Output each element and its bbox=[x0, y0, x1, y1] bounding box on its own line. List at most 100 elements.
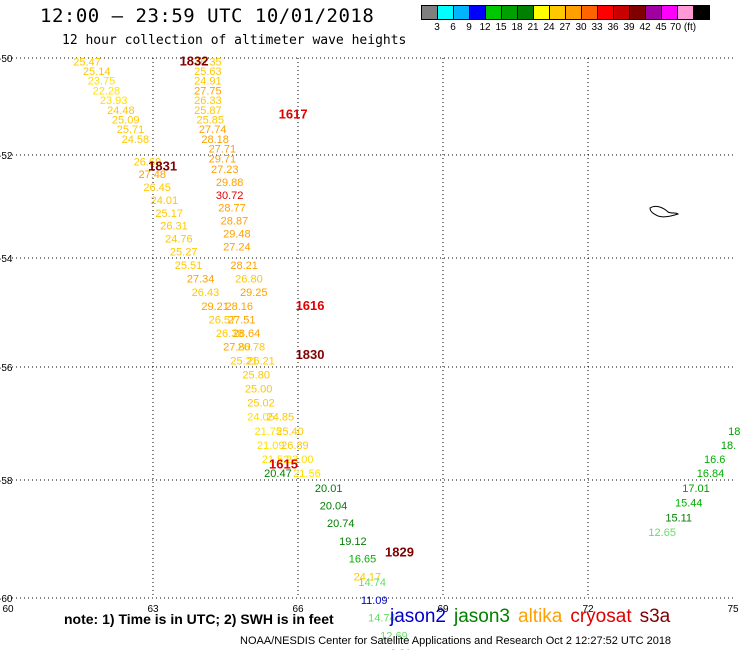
swh-value: 30.72 bbox=[216, 190, 244, 202]
map-subtitle: 12 hour collection of altimeter wave hei… bbox=[62, 33, 407, 48]
swh-value: 27.80 bbox=[223, 342, 251, 354]
colorbar-label: 36 bbox=[607, 22, 619, 33]
track-number: 1615 bbox=[269, 457, 298, 472]
swh-value: 27.71 bbox=[209, 144, 237, 156]
swh-value: 24.05 bbox=[247, 412, 275, 424]
x-tick-label: 75 bbox=[727, 604, 739, 615]
observation-labels: 25.4725.1423.7522.2823.9324.4825.0925.71… bbox=[73, 56, 740, 650]
swh-value: 14.74 bbox=[368, 613, 396, 625]
swh-value: 6.21 bbox=[390, 648, 411, 650]
swh-value: 26.21 bbox=[247, 355, 275, 367]
swh-value: 15.44 bbox=[675, 498, 703, 510]
colorbar-label: 24 bbox=[543, 22, 555, 33]
swh-value: 28.21 bbox=[230, 260, 258, 272]
swh-value: 24.48 bbox=[107, 105, 135, 117]
y-tick-label: -60 bbox=[0, 594, 13, 605]
swh-value: 12.65 bbox=[648, 527, 676, 539]
swh-value: 17.01 bbox=[682, 483, 710, 495]
swh-value: 25.51 bbox=[175, 260, 203, 272]
track-number: 1832 bbox=[180, 53, 209, 68]
swh-value: 27.34 bbox=[187, 274, 215, 286]
swh-value: 28.64 bbox=[233, 328, 261, 340]
legend-s3a: s3a bbox=[639, 606, 671, 627]
colorbar-label: 27 bbox=[559, 22, 571, 33]
track-number: 1831 bbox=[148, 158, 177, 173]
swh-value: 22.28 bbox=[93, 85, 121, 97]
swh-value: 29.48 bbox=[223, 228, 251, 240]
swh-value: 29.21 bbox=[201, 301, 229, 313]
swh-value: 25.14 bbox=[83, 66, 111, 78]
swh-value: 12.69 bbox=[380, 630, 408, 642]
colorbar-label: 42 bbox=[639, 22, 651, 33]
swh-value: 24.76 bbox=[165, 234, 193, 246]
map-grid bbox=[8, 57, 733, 599]
swh-value: 23.93 bbox=[100, 95, 128, 107]
swh-value: 25.85 bbox=[197, 114, 225, 126]
legend-jason2: jason2 bbox=[390, 606, 446, 627]
swh-value: 20.01 bbox=[315, 483, 343, 495]
colorbar bbox=[421, 5, 710, 20]
swh-value: 14.74 bbox=[358, 577, 386, 589]
swh-value: 15.11 bbox=[665, 512, 692, 524]
x-tick-label: 60 bbox=[2, 604, 14, 615]
swh-value: 29.25 bbox=[240, 287, 268, 299]
swh-value: 25.47 bbox=[73, 56, 101, 68]
swh-value: 27.24 bbox=[223, 241, 251, 253]
swh-value: 26.89 bbox=[281, 440, 309, 452]
swh-value: 28.16 bbox=[226, 301, 254, 313]
swh-value: 25.87 bbox=[194, 105, 222, 117]
legend-jason3: jason3 bbox=[454, 606, 510, 627]
colorbar-label: 6 bbox=[450, 22, 456, 33]
swh-value: 20.04 bbox=[320, 501, 348, 513]
satellite-legend: jason2 jason3 altika cryosat s3a bbox=[390, 606, 678, 628]
track-number: 1829 bbox=[385, 545, 414, 560]
colorbar-label: 21 bbox=[527, 22, 539, 33]
swh-value: 25.27 bbox=[170, 246, 198, 258]
swh-value: 11.09 bbox=[361, 595, 388, 607]
note-text: note: 1) Time is in UTC; 2) SWH is in fe… bbox=[64, 611, 334, 627]
track-number: 1616 bbox=[296, 298, 325, 313]
colorbar-label: 9 bbox=[466, 22, 472, 33]
swh-value: 23.00 bbox=[286, 454, 314, 466]
swh-value: 20.47 bbox=[264, 468, 292, 480]
colorbar-label: 39 bbox=[623, 22, 635, 33]
swh-value: 25.63 bbox=[194, 66, 222, 78]
swh-value: 21.75 bbox=[255, 426, 283, 438]
swh-value: 24.58 bbox=[122, 134, 150, 146]
swh-value: 18 bbox=[728, 426, 740, 438]
track-labels: 1832 1617 1831 1616 1830 1615 1829 bbox=[148, 53, 414, 559]
colorbar-label: 33 bbox=[591, 22, 603, 33]
swh-value: 24.91 bbox=[194, 76, 222, 88]
y-tick-label: -50 bbox=[0, 54, 13, 65]
swh-value: 27.51 bbox=[228, 314, 256, 326]
swh-value: 26.38 bbox=[216, 328, 244, 340]
colorbar-label: 45 bbox=[655, 22, 667, 33]
swh-value: 26.69 bbox=[134, 156, 162, 168]
map-title: 12:00 – 23:59 UTC 10/01/2018 bbox=[40, 5, 375, 27]
colorbar-label: 18 bbox=[511, 22, 523, 33]
swh-value: 25.71 bbox=[117, 124, 145, 136]
island-coastline bbox=[649, 205, 679, 218]
track-number: 1830 bbox=[296, 347, 325, 362]
colorbar-label: 30 bbox=[575, 22, 587, 33]
swh-value: 28.77 bbox=[218, 203, 246, 215]
legend-altika: altika bbox=[518, 606, 563, 627]
swh-value: 28.18 bbox=[201, 134, 229, 146]
swh-value: 19.12 bbox=[339, 536, 367, 548]
swh-value: 27.74 bbox=[199, 124, 227, 136]
swh-value: 26.33 bbox=[194, 95, 222, 107]
axis-ticks: 60 63 66 69 72 75 -50 -52 -54 -56 -58 -60 bbox=[0, 54, 739, 615]
swh-value: 18. bbox=[721, 440, 736, 452]
swh-value: 21.09 bbox=[257, 440, 285, 452]
x-tick-label: 66 bbox=[292, 604, 304, 615]
swh-value: 23.75 bbox=[88, 76, 116, 88]
x-tick-label: 72 bbox=[582, 604, 594, 615]
swh-value: 26.35 bbox=[194, 56, 222, 68]
swh-value: 25.09 bbox=[112, 114, 140, 126]
swh-value: 25.80 bbox=[242, 369, 270, 381]
swh-value: 16.84 bbox=[697, 468, 725, 480]
swh-value: 25.17 bbox=[155, 208, 183, 220]
swh-value: 25.21 bbox=[230, 355, 258, 367]
swh-value: 26.31 bbox=[160, 221, 188, 233]
